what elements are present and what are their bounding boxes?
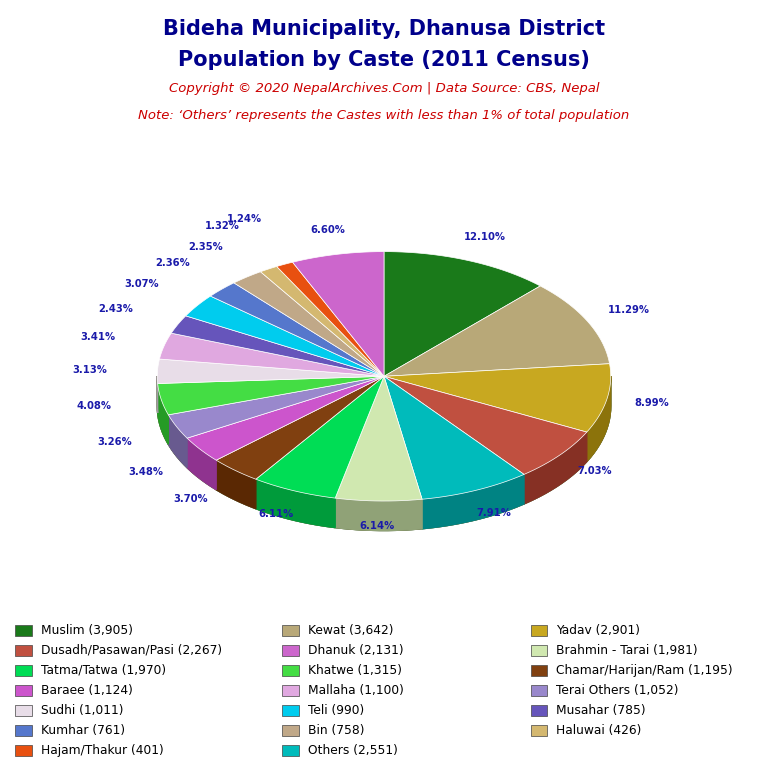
Polygon shape — [187, 376, 384, 460]
Polygon shape — [384, 364, 611, 432]
FancyBboxPatch shape — [283, 744, 299, 756]
Text: Sudhi (1,011): Sudhi (1,011) — [41, 703, 124, 717]
FancyBboxPatch shape — [283, 644, 299, 656]
Polygon shape — [293, 252, 384, 376]
Polygon shape — [157, 376, 384, 415]
Polygon shape — [157, 383, 168, 445]
Text: 2.36%: 2.36% — [156, 258, 190, 268]
Polygon shape — [256, 479, 335, 528]
FancyBboxPatch shape — [531, 704, 548, 716]
Text: 1.32%: 1.32% — [205, 221, 240, 231]
FancyBboxPatch shape — [15, 644, 31, 656]
Text: Population by Caste (2011 Census): Population by Caste (2011 Census) — [178, 50, 590, 70]
FancyBboxPatch shape — [283, 724, 299, 736]
FancyBboxPatch shape — [531, 624, 548, 636]
Text: 6.11%: 6.11% — [258, 508, 293, 518]
Text: 7.03%: 7.03% — [578, 466, 612, 476]
FancyBboxPatch shape — [15, 664, 31, 676]
Text: 3.48%: 3.48% — [128, 467, 163, 477]
Polygon shape — [157, 359, 384, 383]
Text: 4.08%: 4.08% — [77, 401, 112, 412]
Text: 3.41%: 3.41% — [81, 332, 116, 342]
FancyBboxPatch shape — [283, 704, 299, 716]
Polygon shape — [587, 376, 611, 462]
Text: 6.14%: 6.14% — [360, 521, 395, 531]
Polygon shape — [384, 376, 524, 499]
Text: 2.35%: 2.35% — [188, 242, 223, 252]
Text: 7.91%: 7.91% — [477, 508, 511, 518]
Polygon shape — [216, 376, 384, 479]
Text: Khatwe (1,315): Khatwe (1,315) — [308, 664, 402, 677]
FancyBboxPatch shape — [15, 704, 31, 716]
Polygon shape — [216, 460, 256, 508]
Text: Kumhar (761): Kumhar (761) — [41, 723, 125, 737]
FancyBboxPatch shape — [15, 684, 31, 696]
Polygon shape — [210, 283, 384, 376]
FancyBboxPatch shape — [283, 664, 299, 676]
FancyBboxPatch shape — [15, 724, 31, 736]
Polygon shape — [384, 252, 540, 376]
Polygon shape — [335, 498, 422, 531]
Polygon shape — [157, 376, 611, 531]
Polygon shape — [384, 376, 587, 475]
Text: Note: ‘Others’ represents the Castes with less than 1% of total population: Note: ‘Others’ represents the Castes wit… — [138, 109, 630, 122]
Text: 3.07%: 3.07% — [124, 280, 158, 290]
Text: 11.29%: 11.29% — [607, 306, 649, 316]
Text: Bin (758): Bin (758) — [308, 723, 365, 737]
Text: 8.99%: 8.99% — [634, 399, 669, 409]
Text: 3.70%: 3.70% — [173, 494, 207, 504]
Text: Musahar (785): Musahar (785) — [556, 703, 646, 717]
Text: Others (2,551): Others (2,551) — [308, 743, 398, 756]
Text: Kewat (3,642): Kewat (3,642) — [308, 624, 393, 637]
Text: Hajam/Thakur (401): Hajam/Thakur (401) — [41, 743, 164, 756]
Polygon shape — [187, 438, 216, 490]
FancyBboxPatch shape — [283, 684, 299, 696]
Text: 12.10%: 12.10% — [464, 233, 506, 243]
Text: Mallaha (1,100): Mallaha (1,100) — [308, 684, 404, 697]
Polygon shape — [260, 266, 384, 376]
FancyBboxPatch shape — [15, 624, 31, 636]
FancyBboxPatch shape — [15, 744, 31, 756]
Polygon shape — [276, 262, 384, 376]
Text: Chamar/Harijan/Ram (1,195): Chamar/Harijan/Ram (1,195) — [556, 664, 733, 677]
FancyBboxPatch shape — [283, 624, 299, 636]
FancyBboxPatch shape — [531, 724, 548, 736]
Polygon shape — [157, 376, 611, 531]
FancyBboxPatch shape — [531, 644, 548, 656]
Text: 6.60%: 6.60% — [310, 225, 346, 235]
Text: 1.24%: 1.24% — [227, 214, 263, 224]
Text: Dhanuk (2,131): Dhanuk (2,131) — [308, 644, 404, 657]
Polygon shape — [256, 376, 384, 498]
Text: Dusadh/Pasawan/Pasi (2,267): Dusadh/Pasawan/Pasi (2,267) — [41, 644, 222, 657]
Text: Brahmin - Tarai (1,981): Brahmin - Tarai (1,981) — [556, 644, 698, 657]
Text: Yadav (2,901): Yadav (2,901) — [556, 624, 641, 637]
Text: Baraee (1,124): Baraee (1,124) — [41, 684, 133, 697]
Polygon shape — [384, 286, 610, 376]
Text: 3.13%: 3.13% — [72, 365, 107, 375]
Text: Haluwai (426): Haluwai (426) — [556, 723, 642, 737]
Text: Terai Others (1,052): Terai Others (1,052) — [556, 684, 679, 697]
Polygon shape — [168, 415, 187, 468]
Polygon shape — [171, 316, 384, 376]
Polygon shape — [234, 272, 384, 376]
Polygon shape — [168, 376, 384, 438]
Text: Bideha Municipality, Dhanusa District: Bideha Municipality, Dhanusa District — [163, 19, 605, 39]
Polygon shape — [524, 432, 587, 504]
Text: 2.43%: 2.43% — [98, 304, 134, 314]
Text: Teli (990): Teli (990) — [308, 703, 364, 717]
Polygon shape — [186, 296, 384, 376]
Polygon shape — [160, 333, 384, 376]
Text: 3.26%: 3.26% — [97, 437, 132, 447]
Text: Tatma/Tatwa (1,970): Tatma/Tatwa (1,970) — [41, 664, 166, 677]
Text: Muslim (3,905): Muslim (3,905) — [41, 624, 133, 637]
FancyBboxPatch shape — [531, 684, 548, 696]
Polygon shape — [422, 475, 524, 528]
Text: Copyright © 2020 NepalArchives.Com | Data Source: CBS, Nepal: Copyright © 2020 NepalArchives.Com | Dat… — [169, 82, 599, 95]
Polygon shape — [335, 376, 422, 501]
FancyBboxPatch shape — [531, 664, 548, 676]
